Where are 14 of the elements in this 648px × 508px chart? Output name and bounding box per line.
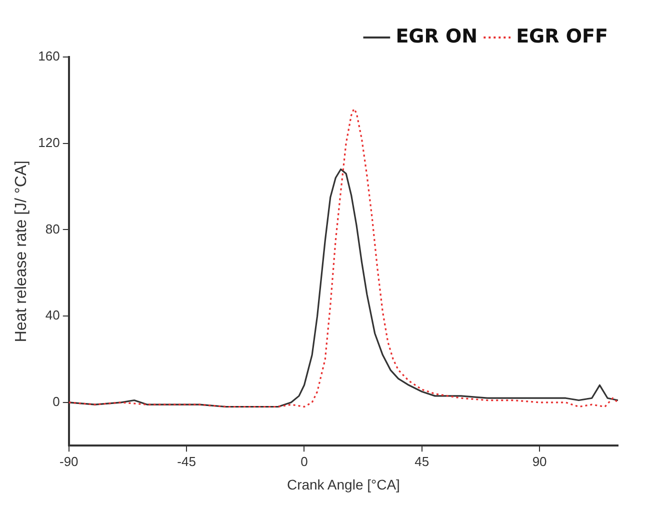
y-tick-label: 120 [38, 134, 60, 150]
legend-label: EGR OFF [516, 25, 608, 48]
x-tick-label: -90 [59, 454, 78, 469]
x-tick-label: -45 [177, 454, 196, 469]
legend-label: EGR ON [396, 25, 478, 48]
x-axis-title: Crank Angle [°CA] [286, 476, 400, 492]
y-axis-title: Heat release rate [J/ °CA] [13, 160, 30, 342]
x-tick-label: 45 [414, 454, 430, 469]
y-tick-label: 80 [45, 221, 60, 236]
x-tick-label: 90 [532, 454, 547, 469]
y-tick-label: 0 [52, 394, 60, 409]
x-tick-label: 0 [300, 454, 308, 469]
y-tick-label: 160 [38, 48, 60, 64]
y-tick-label: 40 [45, 308, 60, 323]
